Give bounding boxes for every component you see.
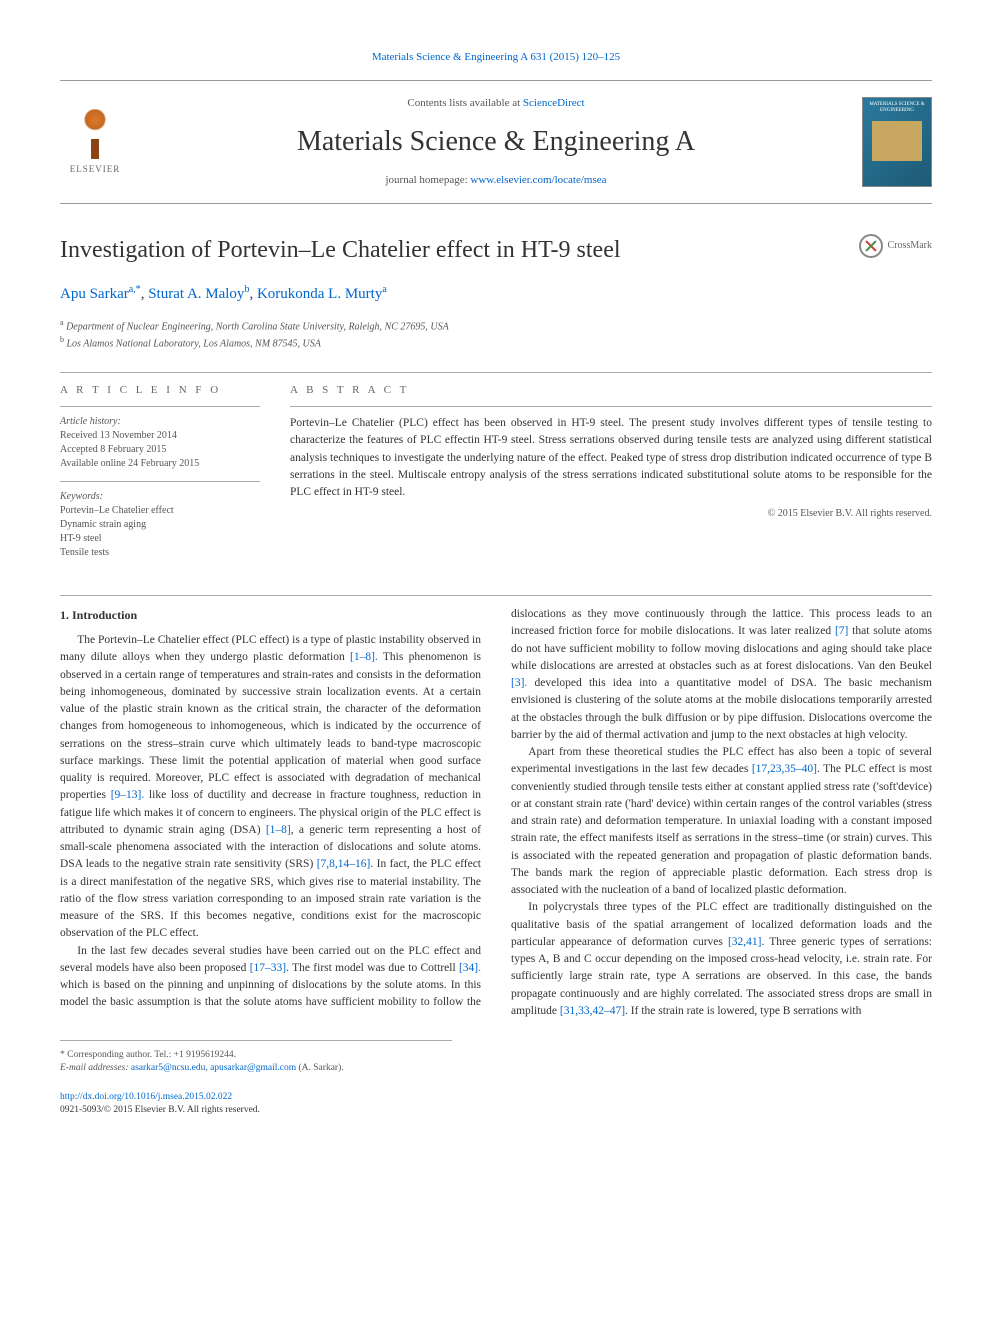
top-citation-link[interactable]: Materials Science & Engineering A 631 (2…	[60, 50, 932, 65]
cite-3[interactable]: [1–8]	[266, 824, 291, 836]
history-label: Article history:	[60, 415, 260, 429]
footer-bottom: http://dx.doi.org/10.1016/j.msea.2015.02…	[60, 1091, 932, 1118]
crossmark-badge[interactable]: CrossMark	[859, 234, 932, 258]
body-p4: In polycrystals three types of the PLC e…	[511, 899, 932, 1020]
abstract-copyright: © 2015 Elsevier B.V. All rights reserved…	[290, 507, 932, 521]
article-title: Investigation of Portevin–Le Chatelier e…	[60, 234, 621, 268]
top-citation-anchor[interactable]: Materials Science & Engineering A 631 (2…	[372, 51, 620, 63]
abstract-text: Portevin–Le Chatelier (PLC) effect has b…	[290, 406, 932, 501]
divider-2	[60, 595, 932, 596]
cite-11[interactable]: [31,33,42–47]	[560, 1005, 625, 1017]
cover-thumb-title: MATERIALS SCIENCE & ENGINEERING	[867, 102, 927, 113]
keywords-label: Keywords:	[60, 490, 260, 504]
article-history-block: Article history: Received 13 November 20…	[60, 406, 260, 471]
keywords-block: Keywords: Portevin–Le Chatelier effect D…	[60, 481, 260, 560]
article-title-row: Investigation of Portevin–Le Chatelier e…	[60, 234, 932, 268]
email-label: E-mail addresses:	[60, 1063, 131, 1073]
section-1-heading: 1. Introduction	[60, 606, 481, 624]
body-p1: The Portevin–Le Chatelier effect (PLC ef…	[60, 632, 481, 943]
doi-link[interactable]: http://dx.doi.org/10.1016/j.msea.2015.02…	[60, 1092, 232, 1102]
history-received: Received 13 November 2014	[60, 429, 260, 443]
keyword-2: Dynamic strain aging	[60, 518, 260, 532]
email-line: E-mail addresses: asarkar5@ncsu.edu, apu…	[60, 1062, 452, 1075]
body-text: 1. Introduction The Portevin–Le Chatelie…	[60, 606, 932, 1020]
cite-1[interactable]: [1–8].	[350, 651, 378, 663]
contents-prefix: Contents lists available at	[407, 97, 522, 109]
divider-1	[60, 372, 932, 373]
elsevier-tree-icon	[70, 109, 120, 159]
author-3-sup: a	[382, 284, 386, 295]
cite-8[interactable]: [3].	[511, 677, 527, 689]
email-1[interactable]: asarkar5@ncsu.edu	[131, 1063, 205, 1073]
journal-cover-thumbnail: MATERIALS SCIENCE & ENGINEERING	[862, 97, 932, 187]
author-1[interactable]: Apu Sarkar	[60, 286, 129, 302]
cite-9[interactable]: [17,23,35–40]	[752, 763, 817, 775]
abstract-header: A B S T R A C T	[290, 383, 932, 398]
crossmark-label: CrossMark	[888, 239, 932, 253]
elsevier-logo: ELSEVIER	[60, 102, 130, 182]
affiliations: a Department of Nuclear Engineering, Nor…	[60, 317, 932, 352]
contents-lists-line: Contents lists available at ScienceDirec…	[130, 96, 862, 111]
cite-7[interactable]: [7]	[835, 625, 848, 637]
cite-5[interactable]: [17–33]	[250, 962, 286, 974]
sciencedirect-link[interactable]: ScienceDirect	[523, 97, 585, 109]
info-abstract-row: A R T I C L E I N F O Article history: R…	[60, 383, 932, 570]
issn-line: 0921-5093/© 2015 Elsevier B.V. All right…	[60, 1104, 932, 1117]
journal-homepage-link[interactable]: www.elsevier.com/locate/msea	[470, 174, 606, 186]
authors-line: Apu Sarkara,*, Sturat A. Maloyb, Korukon…	[60, 283, 932, 305]
cite-6[interactable]: [34].	[459, 962, 481, 974]
article-info-header: A R T I C L E I N F O	[60, 383, 260, 398]
corresponding-note: * Corresponding author. Tel.: +1 9195619…	[60, 1049, 452, 1062]
cover-thumb-image	[872, 121, 922, 161]
homepage-prefix: journal homepage:	[385, 174, 470, 186]
author-2[interactable]: Sturat A. Maloy	[148, 286, 244, 302]
author-2-sup: b	[244, 284, 249, 295]
affiliation-b: b Los Alamos National Laboratory, Los Al…	[60, 334, 932, 351]
cite-4[interactable]: [7,8,14–16]	[317, 858, 371, 870]
history-online: Available online 24 February 2015	[60, 457, 260, 471]
author-1-sup: a,*	[129, 284, 141, 295]
journal-header-center: Contents lists available at ScienceDirec…	[130, 96, 862, 188]
page-container: Materials Science & Engineering A 631 (2…	[0, 0, 992, 1167]
cite-2[interactable]: [9–13].	[111, 789, 145, 801]
affiliation-a: a Department of Nuclear Engineering, Nor…	[60, 317, 932, 334]
email-2[interactable]: apusarkar@gmail.com	[210, 1063, 296, 1073]
journal-header: ELSEVIER Contents lists available at Sci…	[60, 80, 932, 204]
history-accepted: Accepted 8 February 2015	[60, 443, 260, 457]
elsevier-label: ELSEVIER	[70, 163, 121, 176]
abstract-col: A B S T R A C T Portevin–Le Chatelier (P…	[290, 383, 932, 570]
journal-homepage-line: journal homepage: www.elsevier.com/locat…	[130, 173, 862, 188]
keyword-4: Tensile tests	[60, 546, 260, 560]
corresponding-author-footer: * Corresponding author. Tel.: +1 9195619…	[60, 1040, 452, 1076]
cite-10[interactable]: [32,41]	[728, 936, 762, 948]
journal-title: Materials Science & Engineering A	[130, 122, 862, 161]
author-3[interactable]: Korukonda L. Murty	[257, 286, 382, 302]
keyword-3: HT-9 steel	[60, 532, 260, 546]
keyword-1: Portevin–Le Chatelier effect	[60, 504, 260, 518]
article-info-col: A R T I C L E I N F O Article history: R…	[60, 383, 260, 570]
body-p3: Apart from these theoretical studies the…	[511, 744, 932, 899]
crossmark-icon	[859, 234, 883, 258]
